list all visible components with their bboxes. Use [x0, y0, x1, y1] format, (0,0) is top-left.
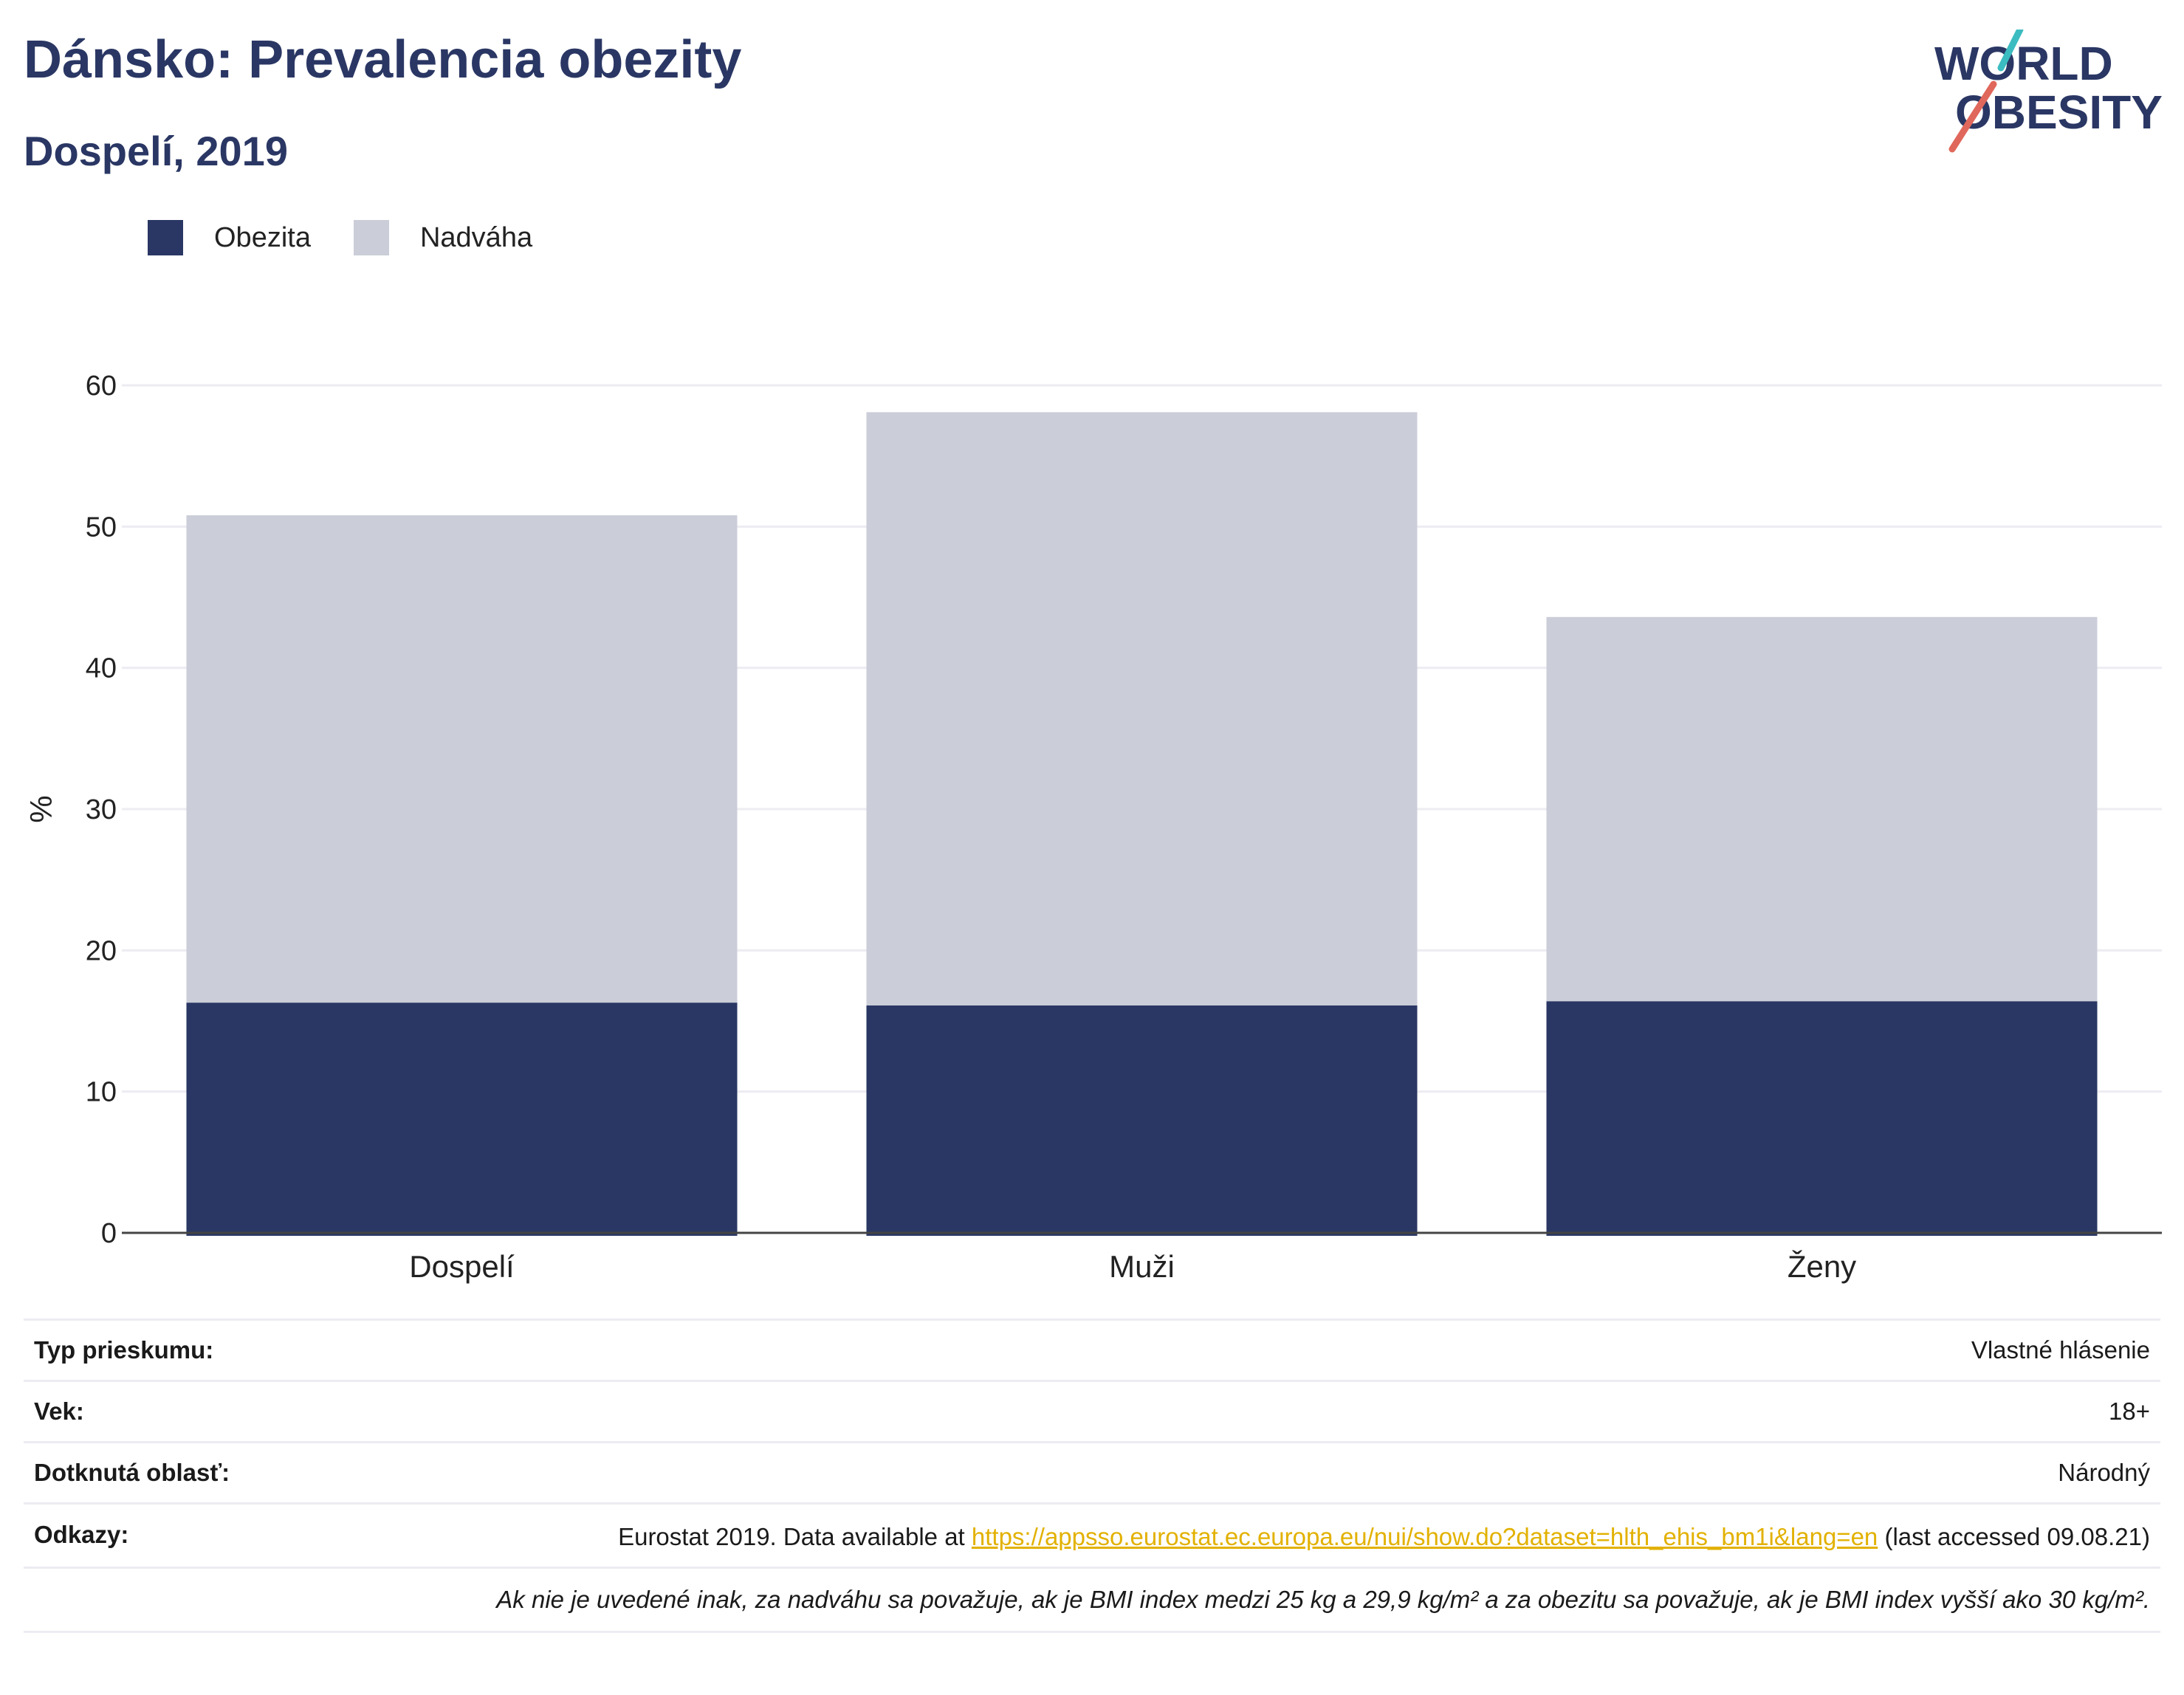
x-tick-label: Ženy — [1788, 1249, 1856, 1284]
y-tick-label: 20 — [86, 935, 117, 966]
stacked-bar-chart: 0 10 20 30 40 50 60% Dospelí Muži Ženy — [24, 371, 2162, 1284]
legend-item-nadvaha: Nadváha — [353, 220, 533, 255]
legend-swatch-obezita — [148, 220, 183, 255]
references-value: Eurostat 2019. Data available at https:/… — [618, 1521, 2150, 1553]
bar-nadvaha — [186, 515, 738, 1003]
info-row-note: Ak nie je uvedené inak, za nadváhu sa po… — [24, 1567, 2160, 1633]
survey-type-label: Typ prieskumu: — [34, 1336, 214, 1364]
bar-nadvaha — [866, 412, 1418, 1005]
y-tick-label: 10 — [86, 1077, 117, 1108]
info-row-area: Dotknutá oblasť: Národný — [24, 1441, 2160, 1502]
survey-type-value: Vlastné hlásenie — [1971, 1336, 2150, 1364]
references-label: Odkazy: — [34, 1521, 129, 1548]
info-row-survey-type: Typ prieskumu: Vlastné hlásenie — [24, 1318, 2160, 1380]
world-obesity-logo: WORLD OBESITY — [1934, 30, 2163, 153]
y-axis-label: % — [24, 795, 58, 822]
legend-item-obezita: Obezita — [148, 220, 311, 255]
chart-title: Dánsko: Prevalencia obezity — [24, 30, 742, 89]
y-tick-label: 60 — [86, 371, 117, 402]
legend-label-nadvaha: Nadváha — [419, 221, 533, 253]
bar-obezita — [1546, 1001, 2098, 1236]
y-tick-label: 40 — [86, 653, 117, 684]
x-tick-label: Dospelí — [409, 1249, 515, 1284]
chart-legend: Obezita Nadváha — [148, 220, 575, 255]
y-tick-label: 0 — [101, 1218, 117, 1249]
legend-label-obezita: Obezita — [214, 221, 311, 253]
info-row-references: Odkazy: Eurostat 2019. Data available at… — [24, 1502, 2160, 1567]
bar-nadvaha — [1546, 616, 2098, 1002]
legend-swatch-nadvaha — [353, 220, 389, 255]
references-link[interactable]: https://appsso.eurostat.ec.europa.eu/nui… — [971, 1523, 1878, 1550]
y-tick-label: 50 — [86, 512, 117, 543]
references-suffix: (last accessed 09.08.21) — [1878, 1523, 2150, 1550]
logo-slash-teal — [1997, 30, 2024, 72]
age-label: Vek: — [34, 1397, 84, 1425]
info-row-age: Vek: 18+ — [24, 1380, 2160, 1441]
logo-text-world: WORLD — [1934, 37, 2113, 90]
logo-slash-red — [1948, 80, 1997, 153]
age-value: 18+ — [2109, 1397, 2150, 1425]
y-tick-label: 30 — [86, 794, 117, 825]
x-tick-label: Muži — [1109, 1249, 1175, 1284]
bar-obezita — [866, 1005, 1418, 1236]
definition-note: Ak nie je uvedené inak, za nadváhu sa po… — [496, 1586, 2150, 1613]
info-table: Typ prieskumu: Vlastné hlásenie Vek: 18+… — [24, 1318, 2160, 1633]
area-label: Dotknutá oblasť: — [34, 1459, 230, 1486]
references-prefix: Eurostat 2019. Data available at — [618, 1523, 972, 1550]
area-value: Národný — [2058, 1459, 2150, 1486]
bar-obezita — [186, 1003, 738, 1236]
chart-subtitle: Dospelí, 2019 — [24, 128, 288, 174]
